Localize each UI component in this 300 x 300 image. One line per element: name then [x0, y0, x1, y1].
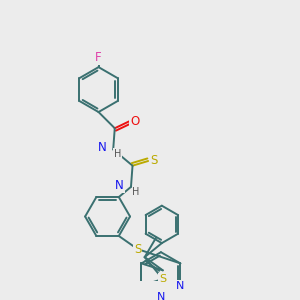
Text: N: N [116, 179, 124, 192]
Text: S: S [134, 243, 141, 256]
Text: S: S [159, 274, 167, 284]
Text: H: H [114, 149, 121, 159]
Text: N: N [157, 292, 165, 300]
Text: F: F [95, 51, 102, 64]
Text: N: N [98, 141, 106, 154]
Text: N: N [176, 281, 184, 291]
Text: O: O [130, 115, 139, 128]
Text: H: H [132, 187, 140, 197]
Text: S: S [150, 154, 158, 167]
